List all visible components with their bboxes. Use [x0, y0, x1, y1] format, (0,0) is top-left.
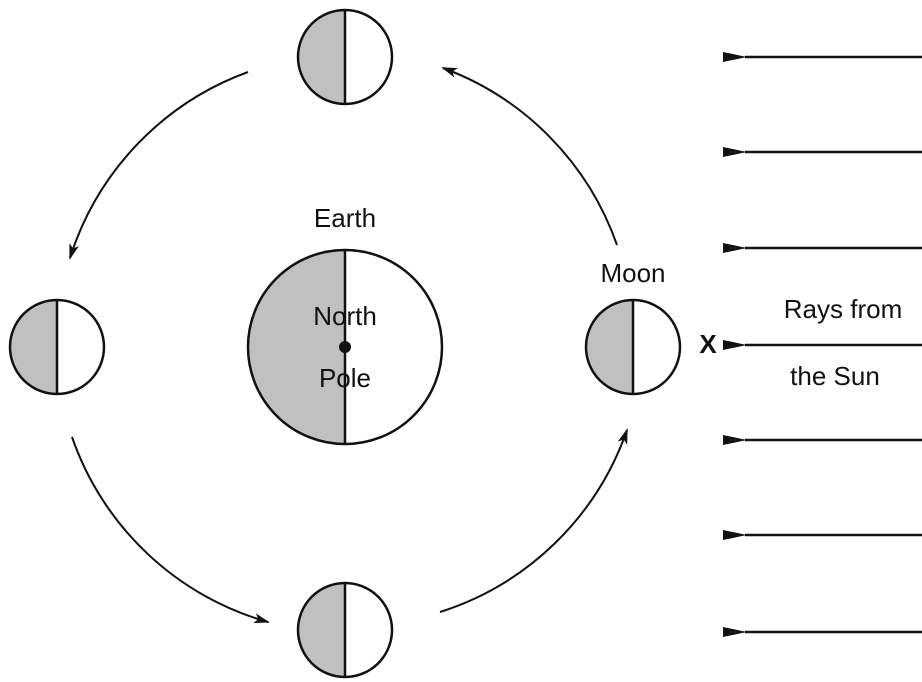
- moon-right: [586, 300, 680, 394]
- earth: [248, 250, 442, 444]
- earth-label: Earth: [314, 203, 376, 233]
- sun-label: the Sun: [790, 361, 880, 391]
- moon-top: [298, 10, 392, 104]
- diagram: Earth North Pole Moon X Rays from the Su…: [0, 0, 922, 682]
- moon-bottom: [298, 583, 392, 677]
- pole-label: Pole: [319, 363, 371, 393]
- position-marker: X: [699, 329, 717, 359]
- moon-left: [10, 300, 104, 394]
- pole-label: North: [313, 301, 377, 331]
- sun-rays: [745, 57, 922, 632]
- moon-label: Moon: [600, 258, 665, 288]
- sun-label: Rays from: [784, 294, 902, 324]
